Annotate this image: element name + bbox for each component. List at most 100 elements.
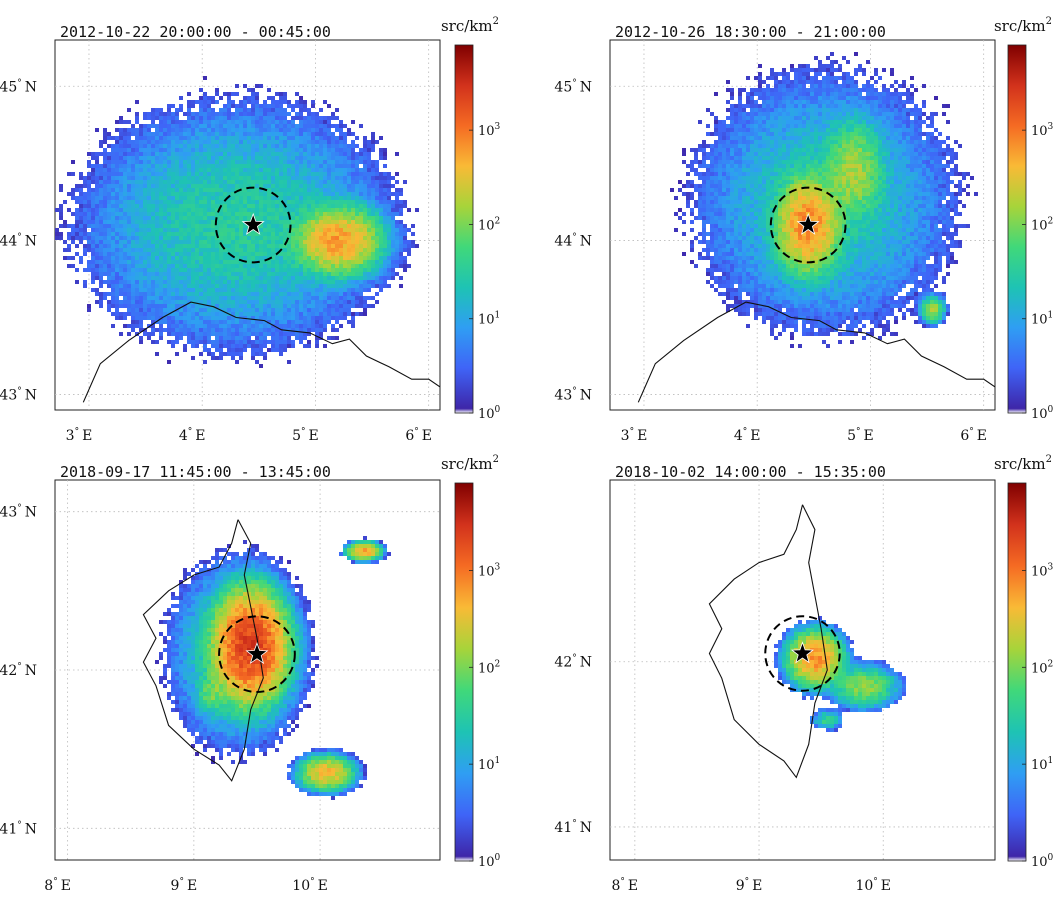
- density-cell: [267, 188, 271, 192]
- density-cell: [263, 120, 267, 124]
- density-cell: [119, 276, 123, 280]
- density-cell: [710, 224, 714, 228]
- density-cell: [135, 280, 139, 284]
- density-cell: [211, 184, 215, 188]
- density-cell: [251, 232, 255, 236]
- density-cell: [247, 252, 251, 256]
- density-cell: [235, 208, 239, 212]
- density-cell: [263, 220, 267, 224]
- density-cell: [119, 204, 123, 208]
- density-cell: [231, 320, 235, 324]
- density-cell: [151, 300, 155, 304]
- density-cell: [734, 232, 738, 236]
- density-cell: [702, 156, 706, 160]
- density-cell: [738, 180, 742, 184]
- density-cell: [231, 100, 235, 104]
- density-cell: [323, 252, 327, 256]
- density-cell: [283, 220, 287, 224]
- density-cell: [211, 308, 215, 312]
- density-cell: [339, 164, 343, 168]
- density-cell: [371, 284, 375, 288]
- density-cell: [175, 336, 179, 340]
- density-cell: [171, 240, 175, 244]
- density-cell: [323, 204, 327, 208]
- density-cell: [275, 120, 279, 124]
- density-cell: [211, 128, 215, 132]
- density-cell: [243, 248, 247, 252]
- density-cell: [335, 180, 339, 184]
- density-cell: [163, 112, 167, 116]
- density-cell: [319, 304, 323, 308]
- density-cell: [211, 256, 215, 260]
- density-cell: [163, 220, 167, 224]
- density-cell: [199, 116, 203, 120]
- density-cell: [183, 280, 187, 284]
- density-cell: [730, 304, 734, 308]
- density-cell: [359, 228, 363, 232]
- density-cell: [119, 220, 123, 224]
- density-cell: [259, 288, 263, 292]
- density-cell: [191, 280, 195, 284]
- density-cell: [331, 236, 335, 240]
- density-cell: [175, 108, 179, 112]
- density-cell: [115, 208, 119, 212]
- density-cell: [331, 180, 335, 184]
- density-cell: [119, 192, 123, 196]
- density-cell: [367, 296, 371, 300]
- density-cell: [107, 264, 111, 268]
- density-cell: [263, 284, 267, 288]
- density-cell: [307, 108, 311, 112]
- density-cell: [203, 160, 207, 164]
- density-cell: [235, 320, 239, 324]
- density-cell: [343, 232, 347, 236]
- density-cell: [279, 144, 283, 148]
- density-cell: [279, 180, 283, 184]
- density-cell: [179, 248, 183, 252]
- density-cell: [742, 312, 746, 316]
- density-cell: [231, 356, 235, 360]
- density-cell: [698, 240, 702, 244]
- density-cell: [247, 160, 251, 164]
- density-cell: [327, 232, 331, 236]
- density-cell: [191, 344, 195, 348]
- density-cell: [299, 232, 303, 236]
- density-cell: [223, 268, 227, 272]
- density-cell: [107, 204, 111, 208]
- density-cell: [682, 252, 686, 256]
- density-cell: [734, 296, 738, 300]
- density-cell: [155, 260, 159, 264]
- density-cell: [335, 140, 339, 144]
- density-cell: [183, 204, 187, 208]
- density-cell: [131, 264, 135, 268]
- density-cell: [283, 296, 287, 300]
- density-cell: [271, 336, 275, 340]
- density-cell: [203, 284, 207, 288]
- density-cell: [307, 276, 311, 280]
- density-cell: [131, 288, 135, 292]
- density-cell: [690, 220, 694, 224]
- density-cell: [195, 176, 199, 180]
- density-cell: [115, 248, 119, 252]
- density-cell: [355, 208, 359, 212]
- density-cell: [215, 200, 219, 204]
- density-cell: [315, 244, 319, 248]
- density-cell: [379, 172, 383, 176]
- density-cell: [367, 168, 371, 172]
- density-cell: [722, 284, 726, 288]
- density-cell: [311, 132, 315, 136]
- density-cell: [207, 136, 211, 140]
- density-cell: [359, 124, 363, 128]
- density-cell: [738, 224, 742, 228]
- density-cell: [63, 240, 67, 244]
- density-cell: [215, 272, 219, 276]
- density-cell: [255, 84, 259, 88]
- density-cell: [235, 164, 239, 168]
- density-cell: [139, 224, 143, 228]
- density-cell: [351, 296, 355, 300]
- density-cell: [383, 164, 387, 168]
- density-cell: [347, 132, 351, 136]
- density-cell: [295, 336, 299, 340]
- density-cell: [746, 224, 750, 228]
- density-cell: [143, 300, 147, 304]
- density-cell: [87, 260, 91, 264]
